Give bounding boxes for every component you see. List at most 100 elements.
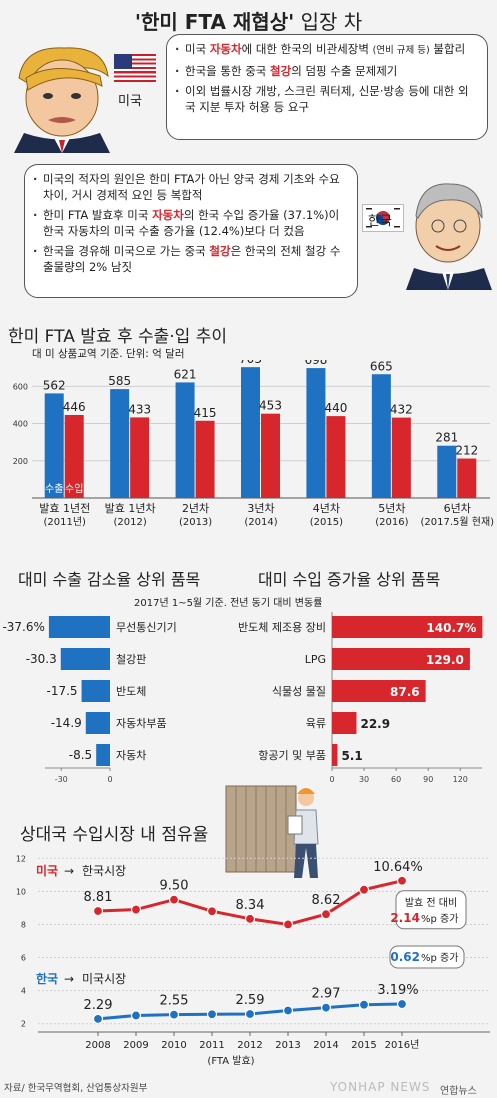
import-increase-value: 140.7% bbox=[426, 621, 476, 635]
us-point-3: 이외 법률시장 개방, 스크린 쿼터제, 신문·방송 등에 대한 외국 지분 투… bbox=[175, 83, 477, 115]
category-label: 6년차 bbox=[444, 502, 471, 515]
category-label: (2013) bbox=[179, 517, 212, 528]
worker-with-container-illustration bbox=[225, 785, 319, 878]
annotation-kr-value: 0.62 bbox=[390, 950, 420, 964]
import-increase-category: LPG bbox=[305, 653, 326, 666]
bar-value-label: 453 bbox=[259, 399, 282, 413]
series-name-a: 한국 bbox=[36, 971, 58, 986]
data-point bbox=[396, 875, 408, 886]
import-increase-title: 대미 수입 증가율 상위 품목 bbox=[258, 570, 441, 589]
export-decline-category: 반도체 bbox=[116, 685, 146, 698]
bar-import bbox=[261, 413, 280, 498]
share-chart-title: 상대국 수입시장 내 점유율 bbox=[20, 825, 209, 845]
data-label: 8.62 bbox=[312, 893, 341, 908]
annotation-us-line1: 발효 전 대비 bbox=[405, 897, 457, 909]
page-title: '한미 FTA 재협상' 입장 차 bbox=[134, 10, 363, 34]
korea-point-1: 미국의 적자의 원인은 한미 FTA가 아닌 양국 경제 기초와 수요 차이, … bbox=[33, 171, 347, 203]
annotation-us-suffix: %p 증가 bbox=[421, 913, 458, 925]
data-point bbox=[244, 913, 256, 924]
data-point bbox=[396, 998, 408, 1010]
y-tick-label: 6 bbox=[21, 954, 26, 963]
category-label: (2011년) bbox=[43, 516, 86, 528]
import-increase-category: 식물성 물질 bbox=[272, 685, 326, 698]
data-point bbox=[282, 1005, 294, 1016]
annotation-kr-suffix: %p 증가 bbox=[421, 952, 458, 964]
category-label: (2012) bbox=[114, 517, 147, 528]
series-name-b: 미국시장 bbox=[82, 972, 126, 986]
x-tick-label: 2012 bbox=[237, 1040, 262, 1051]
import-increase-category: 반도체 제조용 장비 bbox=[238, 621, 326, 634]
data-point bbox=[168, 1009, 180, 1020]
source-note: 자료/ 한국무역협회, 산업통상자원부 bbox=[4, 1083, 148, 1094]
data-point bbox=[320, 1002, 332, 1013]
bar-export bbox=[175, 382, 195, 498]
x-tick-label: 2011 bbox=[199, 1040, 224, 1051]
y-tick-label: 200 bbox=[13, 457, 28, 466]
export-decline-bar bbox=[96, 744, 110, 766]
watermark: YONHAP NEWS bbox=[330, 1080, 431, 1094]
data-label: 3.19% bbox=[377, 983, 418, 998]
data-point bbox=[282, 919, 294, 930]
category-label: (2016) bbox=[375, 517, 408, 528]
export-decline-value: -14.9 bbox=[51, 716, 82, 730]
data-label: 2.55 bbox=[160, 994, 189, 1009]
bar-import bbox=[391, 417, 411, 498]
trade-bar-chart: 200 400 600 562 446 발효 1년전(2011년) 585 433 발효 1년차… bbox=[13, 360, 494, 528]
export-decline-value: -37.6% bbox=[2, 620, 44, 634]
bar-export bbox=[110, 389, 130, 498]
export-decline-category: 무선통신기기 bbox=[116, 621, 177, 634]
brand-logo: 연합뉴스 bbox=[440, 1086, 477, 1097]
bar-import bbox=[326, 416, 346, 498]
bar-export bbox=[241, 367, 260, 498]
data-point bbox=[206, 906, 218, 917]
y-tick-label: 400 bbox=[13, 420, 28, 429]
x-tick-label: 2014 bbox=[313, 1040, 338, 1051]
category-label: (2014) bbox=[244, 517, 277, 528]
export-decline-title: 대미 수출 감소율 상위 품목 bbox=[18, 570, 201, 589]
y-tick-label: 4 bbox=[21, 987, 26, 996]
export-decline-category: 자동차부품 bbox=[116, 717, 167, 730]
data-label: 2.59 bbox=[236, 993, 265, 1008]
market-share-line-chart: 2 4 6 8 10 12 2008 2009 2010 2011 2012 2013 2014 2015… bbox=[16, 854, 490, 1067]
us-position-bubble: 미국 자동차에 대한 한국의 비관세장벽 (연비 규제 등) 불합리 한국을 통… bbox=[166, 34, 488, 140]
x-axis-label: (FTA 발효) bbox=[207, 1055, 254, 1067]
data-point bbox=[358, 999, 370, 1010]
bar-value-label: 212 bbox=[455, 444, 478, 458]
bar-value-label: 446 bbox=[63, 400, 86, 414]
x-tick-label: -30 bbox=[55, 775, 68, 784]
bar-value-label: 440 bbox=[324, 401, 347, 415]
bar-value-label: 621 bbox=[174, 367, 197, 381]
import-increase-value: 129.0 bbox=[426, 653, 464, 667]
x-tick-label: 2009 bbox=[123, 1040, 148, 1051]
x-tick-label: 60 bbox=[391, 775, 401, 784]
category-label: 4년차 bbox=[313, 502, 340, 515]
data-label: 8.81 bbox=[84, 890, 113, 905]
import-increase-bar bbox=[332, 712, 357, 734]
x-tick-label: 0 bbox=[107, 775, 112, 784]
import-increase-value: 22.9 bbox=[360, 717, 390, 731]
category-label: (2015) bbox=[310, 517, 343, 528]
export-decline-bar bbox=[85, 712, 110, 734]
data-label: 2.29 bbox=[84, 998, 113, 1013]
us-point-1: 미국 자동차에 대한 한국의 비관세장벽 (연비 규제 등) 불합리 bbox=[175, 41, 477, 59]
bar-export bbox=[437, 445, 457, 498]
x-tick-label: 90 bbox=[423, 775, 433, 784]
bar-export bbox=[371, 374, 391, 498]
series-name-b: 한국시장 bbox=[82, 864, 126, 878]
bar-value-label: 703 bbox=[239, 360, 262, 366]
import-increase-bar bbox=[332, 680, 426, 702]
data-point bbox=[244, 1008, 256, 1020]
x-tick-label: 2016년 bbox=[385, 1039, 420, 1051]
x-tick-label: 2013 bbox=[275, 1040, 300, 1051]
bar-import bbox=[457, 458, 477, 498]
export-decline-value: -17.5 bbox=[47, 684, 78, 698]
series-arrow: → bbox=[64, 864, 74, 878]
bar-import bbox=[195, 420, 215, 498]
korea-flag-icon bbox=[362, 204, 404, 232]
category-label: (2017.5월 현재) bbox=[420, 516, 494, 528]
bar-import bbox=[130, 417, 150, 498]
items-bar-charts: -30 0 -37.6% 무선통신기기 -30.3 철강판 -17.5 반도체 -14.9 자동차… bbox=[2, 612, 483, 784]
export-decline-category: 철강판 bbox=[116, 653, 146, 666]
category-label: 발효 1년차 bbox=[105, 502, 156, 515]
export-decline-bar bbox=[81, 680, 110, 702]
